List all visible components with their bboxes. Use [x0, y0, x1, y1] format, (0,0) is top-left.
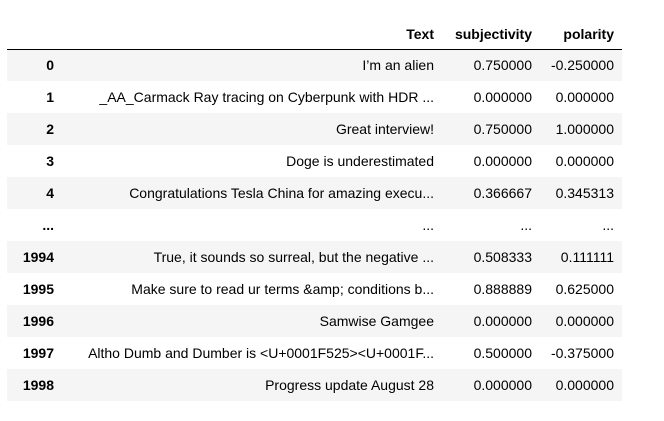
cell-subjectivity: 0.888889 — [473, 281, 532, 297]
cell-polarity: 0.000000 — [555, 153, 614, 169]
cell-text: Samwise Gamgee — [319, 313, 434, 329]
cell-subjectivity: 0.750000 — [473, 57, 532, 74]
cell-subjectivity: 0.000000 — [473, 89, 532, 105]
cell-text: Doge is underestimated — [286, 153, 434, 169]
row-index: 1994 — [22, 249, 54, 265]
table-row: 2 Great interview! 0.750000 1.000000 — [7, 113, 622, 145]
row-index: 1997 — [22, 345, 54, 361]
cell-text: Congratulations Tesla China for amazing … — [129, 185, 434, 201]
row-index: 1996 — [22, 313, 54, 329]
row-index: 0 — [46, 57, 54, 74]
row-index: 1 — [46, 89, 54, 105]
table-row: 1997 Altho Dumb and Dumber is <U+0001F52… — [7, 337, 622, 369]
cell-text: _AA_Carmack Ray tracing on Cyberpunk wit… — [99, 89, 434, 105]
cell-polarity: 0.625000 — [555, 281, 614, 297]
cell-subjectivity: 0.366667 — [473, 185, 532, 201]
cell-subjectivity: 0.500000 — [473, 345, 532, 361]
cell-subjectivity: ... — [520, 217, 532, 233]
cell-polarity: -0.250000 — [550, 57, 614, 74]
cell-text: I’m an alien — [362, 57, 434, 74]
cell-polarity: 0.000000 — [555, 377, 614, 393]
row-index: 1998 — [22, 377, 54, 393]
table-row: 3 Doge is underestimated 0.000000 0.0000… — [7, 145, 622, 177]
cell-polarity: 0.111111 — [560, 249, 614, 265]
cell-text: ... — [422, 217, 434, 233]
row-index: ... — [42, 217, 54, 233]
row-index: 1995 — [22, 281, 54, 297]
cell-polarity: -0.375000 — [550, 345, 614, 361]
cell-text: Great interview! — [335, 121, 434, 137]
header-polarity: polarity — [540, 19, 622, 50]
cell-subjectivity: 0.000000 — [473, 313, 532, 329]
dataframe-output: Text subjectivity polarity 0 I’m an alie… — [7, 19, 622, 401]
cell-polarity: 0.000000 — [555, 313, 614, 329]
table-row: 1995 Make sure to read ur terms &amp; co… — [7, 273, 622, 305]
header-subjectivity: subjectivity — [442, 19, 540, 50]
cell-text: Make sure to read ur terms &amp; conditi… — [131, 281, 434, 297]
cell-text: True, it sounds so surreal, but the nega… — [153, 249, 434, 265]
cell-polarity: 0.345313 — [555, 185, 614, 201]
table-row: 4 Congratulations Tesla China for amazin… — [7, 177, 622, 209]
table-row: 1998 Progress update August 28 0.000000 … — [7, 369, 622, 401]
cell-text: Progress update August 28 — [265, 377, 434, 393]
cell-polarity: 1.000000 — [555, 121, 614, 137]
header-row: Text subjectivity polarity — [7, 19, 622, 50]
table-row: 0 I’m an alien 0.750000 -0.250000 — [7, 49, 622, 81]
row-index: 2 — [46, 121, 54, 137]
cell-text: Altho Dumb and Dumber is <U+0001F525><U+… — [88, 345, 434, 361]
header-text: Text — [62, 19, 442, 50]
cell-subjectivity: 0.000000 — [473, 377, 532, 393]
table-row: 1994 True, it sounds so surreal, but the… — [7, 241, 622, 273]
row-index: 4 — [46, 185, 54, 201]
cell-polarity: ... — [602, 217, 614, 233]
cell-subjectivity: 0.000000 — [473, 153, 532, 169]
table-row: 1996 Samwise Gamgee 0.000000 0.000000 — [7, 305, 622, 337]
header-index — [7, 19, 62, 50]
table-row: 1 _AA_Carmack Ray tracing on Cyberpunk w… — [7, 81, 622, 113]
ellipsis-row: ... ... ... ... — [7, 209, 622, 241]
cell-polarity: 0.000000 — [555, 89, 614, 105]
cell-subjectivity: 0.508333 — [473, 249, 532, 265]
cell-subjectivity: 0.750000 — [473, 121, 532, 137]
row-index: 3 — [46, 153, 54, 169]
dataframe-table: Text subjectivity polarity 0 I’m an alie… — [7, 19, 622, 401]
